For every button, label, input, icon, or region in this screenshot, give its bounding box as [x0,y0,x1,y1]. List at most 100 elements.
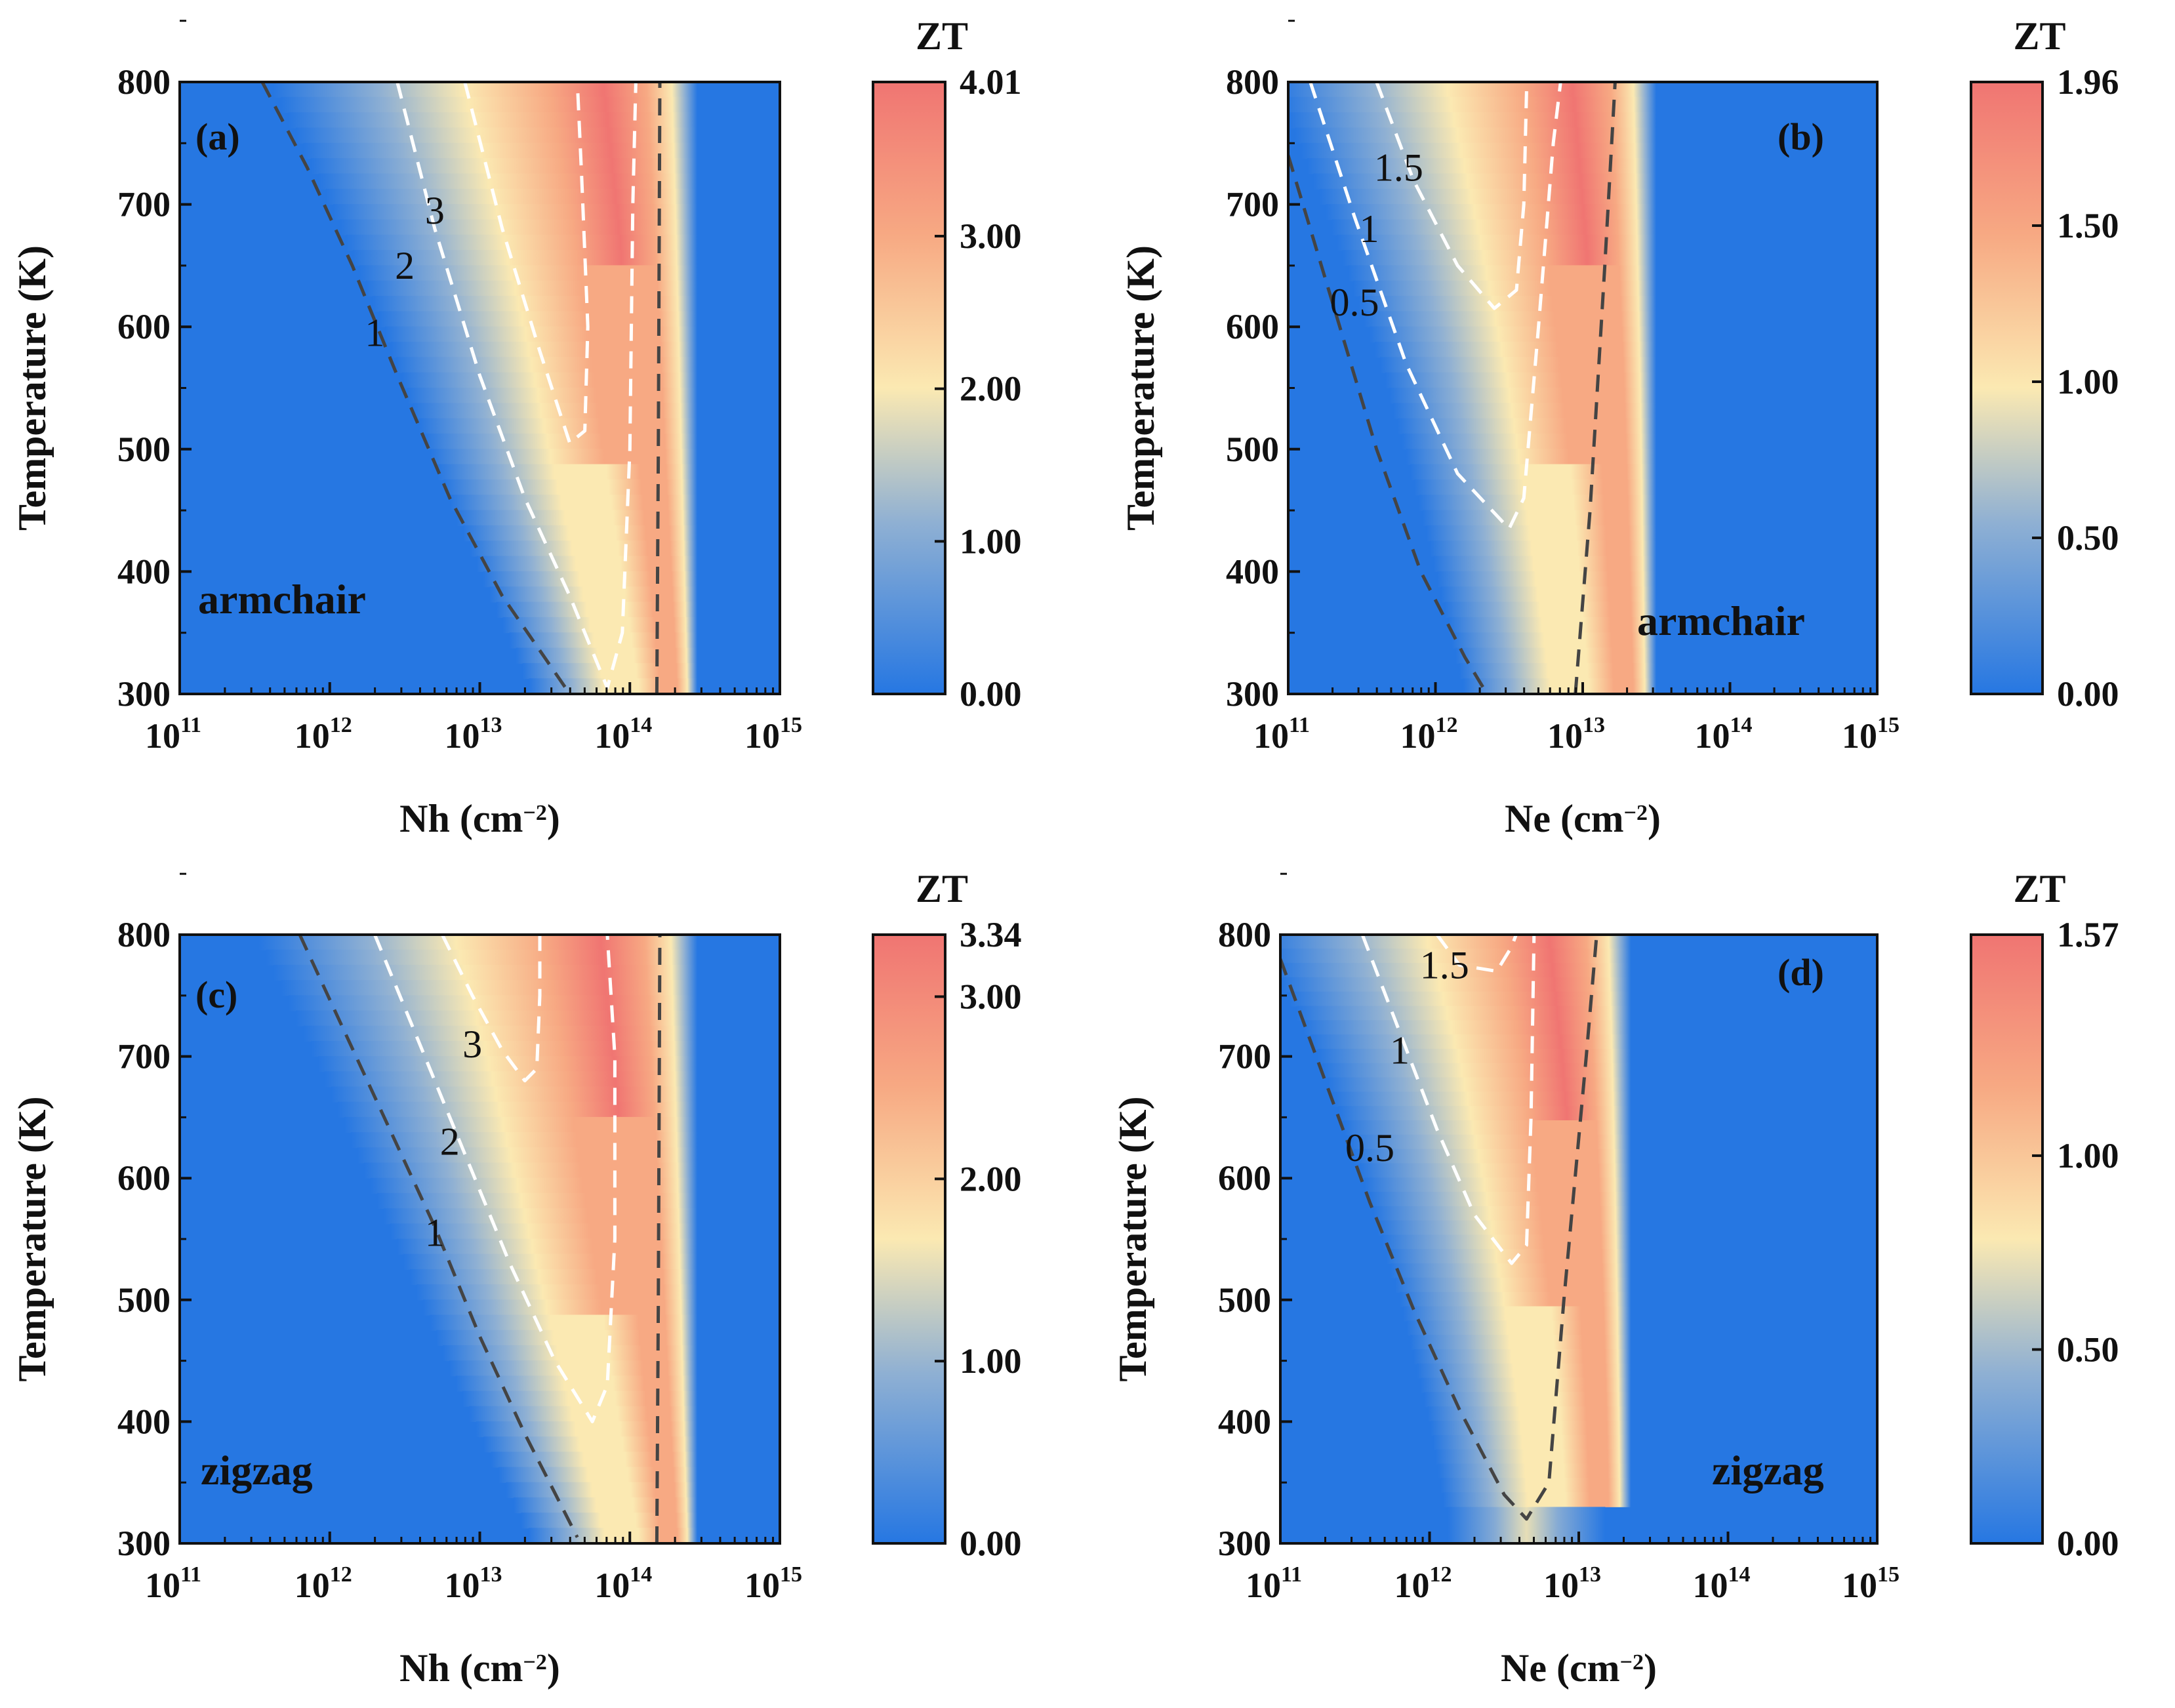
heatmap-slice [1385,372,1657,388]
heatmap-slice [496,601,698,618]
contour-label: 3 [425,189,445,232]
contour-line-2 [373,935,617,1423]
heatmap-slice [311,1040,698,1057]
heatmap-slice [281,96,698,113]
heatmap-slice [1337,234,1657,251]
heatmap-slice [1377,1220,1631,1236]
tick-marks-d [1279,872,1879,1545]
heatmap-slice [1430,540,1657,557]
colorbar-tick-label: 3.34 [960,915,1022,954]
heatmap-slice [1406,449,1657,465]
heatmap-slice [318,173,698,190]
colorbar-title-c: ZT [916,867,968,910]
heatmap-slice [1438,1463,1631,1479]
heatmap-slice [1313,173,1657,190]
contour-labels-c: 3 2 1 [425,1023,482,1255]
x-axis-title-close-c: ) [547,1646,560,1690]
x-tick-label: 1014 [594,713,652,756]
y-axis-title-a: Temperature (K) [10,245,54,531]
heatmap-slice [1303,1020,1631,1036]
y-tick-label: 400 [117,552,171,591]
y-tick-label: 700 [117,185,171,224]
heatmap-slice [1413,1349,1631,1364]
heatmap-slice [1399,1291,1631,1307]
heatmap-slice [1343,1120,1631,1135]
x-tick-labels-d: 1011 1012 1013 1014 1015 [1246,1562,1900,1605]
panel-label-b: (b) [1778,115,1824,158]
contour-label: 2 [395,244,415,287]
heatmap-slice [324,1071,698,1088]
colorbar-title-d: ZT [2013,867,2065,910]
heatmap-slice [1418,495,1657,511]
colorbar-ticks-a: 0.00 1.00 2.00 3.00 4.01 [935,62,1022,714]
heatmap-slice [385,326,698,343]
colorbar-c [872,933,946,1545]
heatmap-slice [506,1482,698,1498]
heatmap-slice [1353,280,1657,297]
heatmap-slice [1288,96,1657,113]
orientation-label-a: armchair [198,576,366,622]
heatmap-slice [1463,678,1657,694]
y-tick-label: 500 [1226,430,1279,469]
x-axis-title-base-b: Ne (cm [1505,797,1624,840]
heatmap-slice [1369,326,1657,343]
heatmap-slice [463,525,698,542]
heatmap-slice [346,234,698,251]
heatmap-slice [390,342,698,358]
x-tick-label: 1013 [445,713,502,756]
contour-line-0-5 [1288,155,1489,694]
y-tick-label: 600 [1218,1158,1271,1198]
colorbar-tick-label: 0.00 [2057,674,2119,714]
y-tick-label: 800 [117,915,171,954]
contours-d [1280,935,1598,1521]
y-tick-label: 500 [1218,1280,1271,1320]
heatmap-slice [333,204,698,220]
heatmap-slice [1375,342,1657,358]
heatmap-slice [418,418,698,434]
y-tick-label: 800 [1218,915,1271,954]
heatmap-slice [1289,991,1631,1007]
heatmap-slice [1424,1392,1631,1408]
orientation-label-d: zigzag [1712,1447,1824,1494]
x-tick-label: 1012 [295,713,352,756]
heatmap-slice [1369,1192,1631,1207]
contour-label: 1 [1359,207,1379,251]
y-tick-label: 400 [1218,1402,1271,1441]
colorbar-tick-label: 2.00 [960,369,1022,409]
heatmap-slice [273,82,698,98]
contour-label: 1 [425,1211,445,1255]
heatmap-slice [469,1406,698,1422]
x-tick-label: 1011 [1253,713,1310,756]
heatmap-slice [363,1162,698,1179]
x-axis-title-sup-c: −2 [523,1650,546,1675]
y-tick-label: 300 [1218,1524,1271,1563]
heatmap-b [1288,82,1877,694]
panel-label-c: (c) [195,973,237,1016]
x-tick-label: 1013 [445,1562,502,1605]
contour-line [1574,82,1617,694]
heatmap-slice [266,949,698,966]
contour-line-0-5 [1280,935,1598,1521]
heatmap-slice [1282,977,1631,992]
heatmap-slice [1307,158,1657,174]
colorbar-tick-label: 3.00 [960,977,1022,1016]
heatmap-slice [1433,556,1657,572]
x-tick-label: 1011 [145,1562,201,1605]
x-tick-labels-b: 1011 1012 1013 1014 1015 [1253,713,1900,756]
panel-label-d: (d) [1778,951,1824,994]
heatmap-slice [1296,1006,1631,1021]
heatmap-slice [311,158,698,174]
heatmap-slice [413,403,698,419]
heatmap-slice [1342,250,1657,266]
heatmap-slice [1373,1206,1631,1221]
heatmap-slice [1389,388,1657,404]
heatmap-slice [430,449,698,465]
heatmap-slice [1435,1449,1631,1465]
heatmap-slice [450,495,698,511]
x-axis-title-c: Nh (cm−2) [399,1646,560,1690]
y-tick-label: 300 [117,1524,171,1563]
x-tick-label: 1011 [1246,1562,1302,1605]
colorbar-tick-label: 1.00 [2057,1136,2119,1175]
